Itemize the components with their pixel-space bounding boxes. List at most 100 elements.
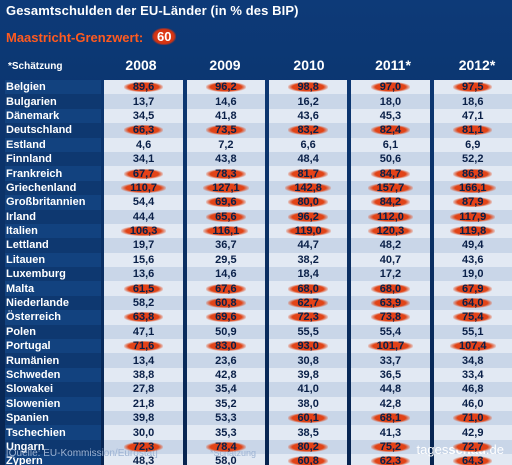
value-label: 35,3: [215, 426, 237, 439]
value-label: 106,3: [129, 225, 158, 238]
country-name: Bulgarien: [5, 94, 101, 109]
value-cell: 17,2: [351, 267, 430, 282]
value-label: 55,5: [297, 325, 319, 338]
value-cell-above-limit: 72,7: [433, 439, 512, 455]
value-cell-above-limit: 69,6: [186, 310, 266, 325]
value-cell: 55,4: [351, 324, 430, 340]
value-label: 13,4: [132, 354, 155, 367]
column-header-2008: 2008: [125, 57, 157, 73]
table-row: Niederlande 58,2 60,8 62,7 63,9 64,0: [5, 295, 512, 311]
value-label: 21,8: [132, 397, 155, 410]
table-row: Italien 106,3 116,1 119,0 120,3 119,8: [5, 223, 512, 239]
value-label: 35,4: [215, 383, 237, 396]
value-cell: 13,6: [104, 267, 183, 282]
value-cell-above-limit: 84,7: [351, 166, 430, 181]
country-name: Rumänien: [5, 353, 101, 368]
value-label: 71,6: [132, 340, 155, 353]
value-label: 89,6: [132, 81, 155, 94]
table-row: Ungarn 72,3 78,4 80,2 75,2 72,7: [5, 439, 512, 455]
value-cell: 34,1: [104, 151, 183, 167]
debt-table: Belgien 89,6 96,2 98,8 97,0 97,5 Bulgarien 13,7…: [5, 80, 512, 465]
value-label: 110,7: [130, 181, 158, 194]
value-label: 46,8: [462, 383, 484, 396]
table-row: Spanien 39,8 53,3 60,1 68,1 71,0: [5, 410, 512, 426]
value-label: 83,0: [215, 340, 237, 353]
value-label: 39,8: [297, 369, 319, 381]
country-name: Malta: [5, 281, 101, 296]
value-label: 157,7: [376, 181, 405, 194]
value-cell-above-limit: 68,1: [351, 410, 430, 426]
value-cell-above-limit: 83,2: [268, 123, 348, 138]
value-cell-above-limit: 63,8: [104, 310, 183, 325]
value-cell: 16,2: [268, 94, 348, 109]
value-label: 68,0: [297, 282, 319, 295]
value-label: 63,9: [379, 297, 402, 310]
country-name: Portugal: [5, 339, 101, 354]
value-label: 47,1: [132, 325, 155, 338]
value-label: 75,4: [462, 311, 484, 324]
column-header-2009: 2009: [209, 57, 241, 73]
table-row: Irland 44,4 65,6 96,2 112,0 117,9: [5, 209, 512, 224]
value-cell: 48,4: [268, 151, 348, 167]
value-cell: 42,9: [433, 425, 512, 440]
value-label: 19,0: [462, 268, 484, 281]
value-cell-above-limit: 65,6: [186, 209, 266, 224]
table-row: Großbritannien 54,4 69,6 80,0 84,2 87,9: [5, 195, 512, 210]
value-cell: 52,2: [433, 151, 512, 167]
table-row: Österreich 63,8 69,6 72,3 73,8 75,4: [5, 310, 512, 325]
value-cell-above-limit: 60,1: [268, 410, 348, 426]
value-label: 38,2: [297, 253, 319, 266]
value-cell-above-limit: 112,0: [351, 209, 430, 224]
value-cell-above-limit: 60,8: [268, 454, 348, 465]
value-label: 60,8: [297, 455, 318, 465]
value-label: 84,7: [379, 167, 402, 180]
value-label: 58,0: [215, 455, 237, 465]
value-label: 43,8: [215, 153, 237, 166]
country-name: Ungarn: [5, 439, 101, 455]
value-label: 35,2: [215, 397, 237, 410]
threshold-value: 60: [152, 28, 177, 45]
country-name: Schweden: [5, 367, 101, 383]
value-label: 38,8: [132, 369, 155, 381]
value-cell-above-limit: 81,7: [268, 166, 348, 181]
value-cell-above-limit: 166,1: [433, 180, 512, 196]
value-label: 64,0: [462, 297, 484, 310]
value-label: 18,4: [297, 268, 319, 281]
value-cell: 13,4: [104, 353, 183, 368]
value-label: 117,9: [459, 210, 487, 223]
value-cell-above-limit: 67,7: [104, 166, 183, 181]
value-label: 68,1: [379, 412, 402, 425]
value-label: 40,7: [379, 253, 402, 266]
value-cell: 13,7: [104, 94, 183, 109]
value-cell: 43,6: [433, 252, 512, 268]
value-label: 62,7: [297, 297, 319, 310]
country-name: Slowenien: [5, 396, 101, 411]
value-label: 69,6: [215, 196, 237, 209]
value-label: 67,6: [215, 282, 237, 295]
value-label: 19,7: [132, 239, 155, 252]
country-name: Deutschland: [5, 123, 101, 138]
value-cell: 6,6: [268, 137, 348, 152]
value-cell: 44,7: [268, 238, 348, 253]
value-label: 72,3: [297, 311, 319, 324]
value-cell-above-limit: 73,8: [351, 310, 430, 325]
value-label: 34,1: [132, 153, 155, 166]
table-row: Finnland 34,1 43,8 48,4 50,6 52,2: [5, 151, 512, 167]
country-name: Luxemburg: [5, 267, 101, 282]
value-cell: 38,5: [268, 425, 348, 440]
value-label: 60,8: [215, 297, 237, 310]
value-label: 33,4: [462, 369, 484, 381]
value-cell: 36,7: [186, 238, 266, 253]
table-row: Zypern 48,3 58,0 60,8 62,3 64,3: [5, 454, 512, 465]
value-label: 43,6: [297, 109, 319, 122]
value-cell: 19,0: [433, 267, 512, 282]
value-cell: 46,8: [433, 382, 512, 397]
value-cell: 55,1: [433, 324, 512, 340]
country-name: Niederlande: [5, 295, 101, 311]
value-cell-above-limit: 83,0: [186, 339, 266, 354]
value-label: 82,4: [379, 124, 402, 137]
value-label: 81,1: [462, 124, 484, 137]
table-row: Estland 4,6 7,2 6,6 6,1 6,9: [5, 137, 512, 152]
value-label: 65,6: [215, 210, 237, 223]
